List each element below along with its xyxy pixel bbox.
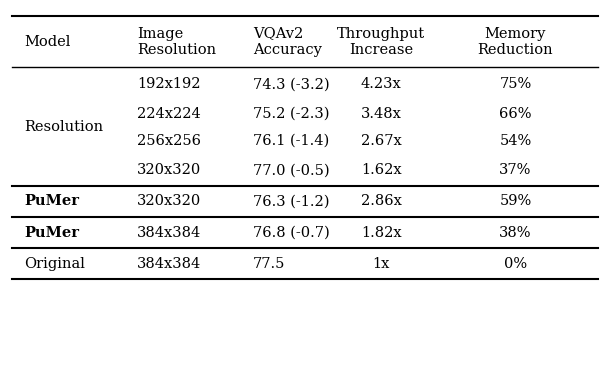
Text: Resolution: Resolution: [24, 120, 104, 134]
Text: 4.23x: 4.23x: [361, 77, 401, 92]
Text: 1.62x: 1.62x: [361, 163, 401, 178]
Text: 74.3 (-3.2): 74.3 (-3.2): [253, 77, 330, 92]
Text: 75%: 75%: [500, 77, 531, 92]
Text: 75.2 (-2.3): 75.2 (-2.3): [253, 107, 329, 121]
Text: 76.1 (-1.4): 76.1 (-1.4): [253, 134, 329, 148]
Text: 59%: 59%: [500, 194, 531, 209]
Text: 1x: 1x: [373, 257, 390, 271]
Text: 1.82x: 1.82x: [361, 225, 401, 240]
Text: 320x320: 320x320: [137, 194, 201, 209]
Text: 192x192: 192x192: [137, 77, 201, 92]
Text: VQAv2
Accuracy: VQAv2 Accuracy: [253, 26, 322, 57]
Text: PuMer: PuMer: [24, 194, 79, 209]
Text: 224x224: 224x224: [137, 107, 201, 121]
Text: 384x384: 384x384: [137, 225, 201, 240]
Text: 0%: 0%: [504, 257, 527, 271]
Text: Image
Resolution: Image Resolution: [137, 26, 217, 57]
Text: 384x384: 384x384: [137, 257, 201, 271]
Text: 37%: 37%: [499, 163, 532, 178]
Text: 54%: 54%: [500, 134, 531, 148]
Text: Throughput
Increase: Throughput Increase: [337, 26, 425, 57]
Text: Model: Model: [24, 35, 71, 49]
Text: 3.48x: 3.48x: [361, 107, 402, 121]
Text: Memory
Reduction: Memory Reduction: [478, 26, 553, 57]
Text: 2.86x: 2.86x: [361, 194, 402, 209]
Text: 77.0 (-0.5): 77.0 (-0.5): [253, 163, 330, 178]
Text: 256x256: 256x256: [137, 134, 201, 148]
Text: 38%: 38%: [499, 225, 532, 240]
Text: 76.3 (-1.2): 76.3 (-1.2): [253, 194, 329, 209]
Text: Original: Original: [24, 257, 85, 271]
Text: 77.5: 77.5: [253, 257, 285, 271]
Text: PuMer: PuMer: [24, 225, 79, 240]
Text: 2.67x: 2.67x: [361, 134, 401, 148]
Text: 320x320: 320x320: [137, 163, 201, 178]
Text: 76.8 (-0.7): 76.8 (-0.7): [253, 225, 330, 240]
Text: 66%: 66%: [499, 107, 532, 121]
